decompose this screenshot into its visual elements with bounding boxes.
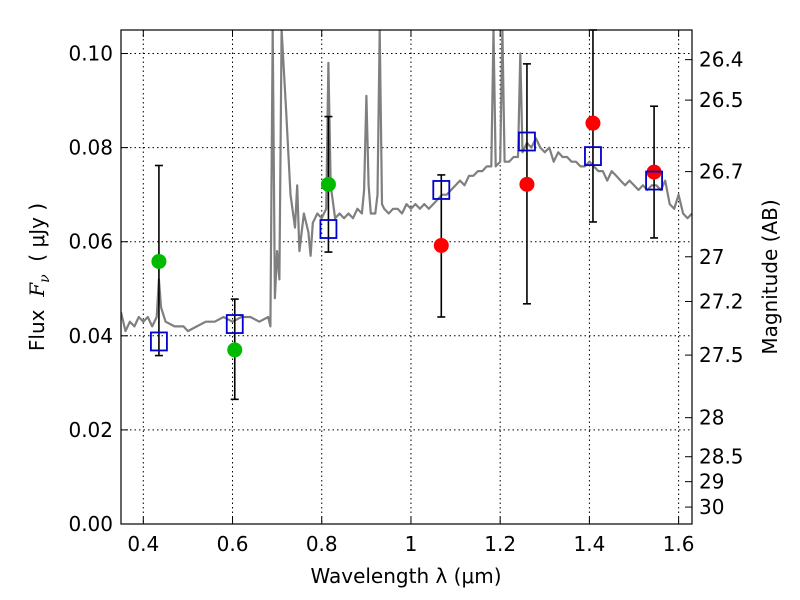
y2-tick-label: 26.4 [699, 48, 744, 72]
y-axis-title-prefix: Flux [25, 297, 49, 351]
y2-tick-label: 26.5 [699, 88, 744, 112]
y2-tick-label: 26.7 [699, 160, 744, 184]
y2-tick-label: 27 [699, 245, 724, 269]
data-point [151, 253, 167, 269]
model-square [225, 314, 244, 334]
model-square [150, 331, 168, 352]
y-tick-label: 0.08 [68, 136, 113, 160]
model-square [518, 131, 536, 152]
data-point [585, 115, 601, 131]
model-square [584, 146, 602, 166]
plot-frame [120, 29, 693, 525]
model-square [645, 170, 663, 191]
data-point [433, 237, 449, 253]
x-tick-label: 1.4 [573, 532, 605, 556]
y-axis-title-unit: ( μJy ) [25, 203, 49, 275]
points-layer [150, 115, 663, 358]
data-point [227, 342, 243, 358]
data-point [320, 176, 336, 192]
y2-tick-label: 28.5 [699, 445, 744, 469]
x-tick-label: 1.6 [663, 532, 695, 556]
y2-tick-label: 27.5 [699, 343, 744, 367]
y2-tick-label: 30 [699, 495, 724, 519]
model-square [319, 219, 338, 239]
y2-tick-label: 29 [699, 470, 724, 494]
grid [121, 30, 692, 525]
y-tick-label: 0.02 [68, 418, 113, 442]
y2-tick-label: 27.2 [699, 289, 744, 313]
y-axis-title: Flux Fν ( μJy ) [25, 203, 53, 351]
model-square [432, 180, 451, 200]
y-tick-label: 0.04 [68, 324, 113, 348]
y-tick-label: 0.10 [68, 42, 113, 66]
x-axis-title: Wavelength λ (μm) [310, 564, 501, 588]
x-tick-label: 0.4 [127, 532, 159, 556]
y2-tick-label: 28 [699, 406, 724, 430]
x-tick-label: 1 [405, 532, 418, 556]
y-axis-title-subscript: ν [37, 274, 53, 283]
data-point [519, 176, 535, 192]
spectrum-line [121, 30, 692, 333]
x-tick-label: 0.8 [306, 532, 338, 556]
y-tick-label: 0.00 [68, 512, 113, 536]
x-tick-label: 0.6 [217, 532, 249, 556]
y-axis-title-symbol: F [25, 282, 49, 298]
ticks-layer: 0.4 0.6 0.8 1 1.2 1.4 1.6 0.00 0.02 0.04 0.06 0.08 0… [68, 30, 744, 556]
y2-axis-title: Magnitude (AB) [758, 199, 782, 354]
x-tick-label: 1.2 [484, 532, 516, 556]
y-tick-label: 0.06 [68, 230, 113, 254]
spectrum-layer [121, 30, 692, 333]
